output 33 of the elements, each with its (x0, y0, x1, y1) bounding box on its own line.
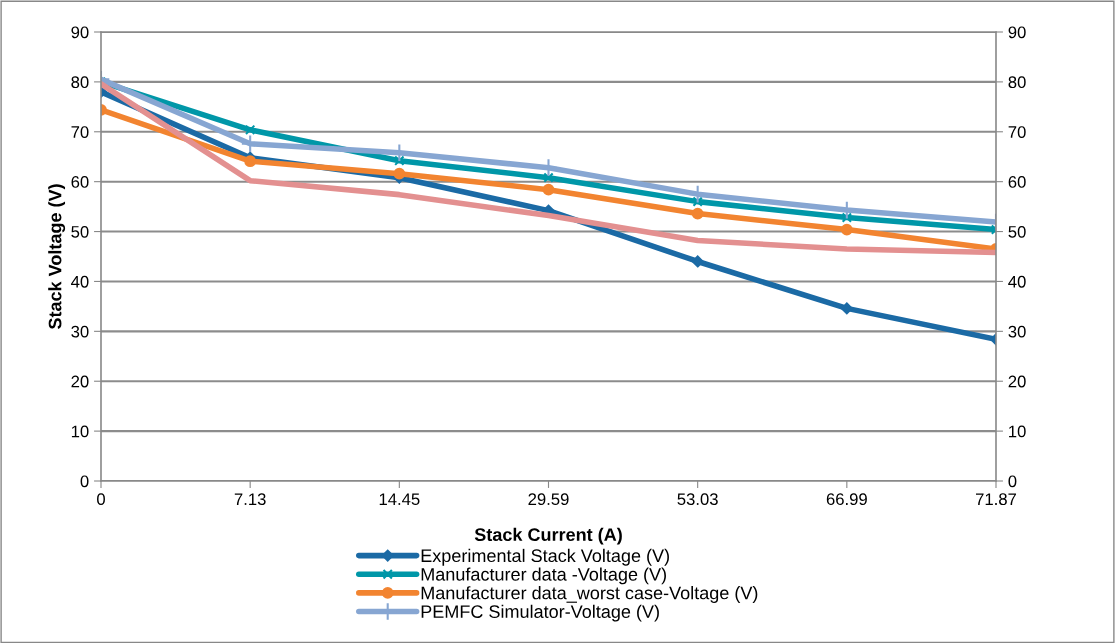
legend-label: Manufacturer data -Voltage (V) (421, 567, 666, 585)
x-tick-label: 66.99 (826, 493, 867, 506)
y2-tick-label: 90 (1008, 26, 1026, 39)
x-tick-label: 7.13 (234, 493, 266, 506)
x-tick-label: 71.87 (976, 493, 1017, 506)
y2-tick-label: 80 (1008, 76, 1026, 89)
y-tick-label: 10 (71, 425, 89, 438)
y-tick-label: 60 (71, 176, 89, 188)
y-tick-label: 0 (80, 475, 89, 488)
y-tick-label: 90 (71, 26, 89, 39)
legend-label: PEMFC Simulator-Voltage (V) (421, 604, 659, 622)
y-axis-title: Stack Voltage (V) (48, 184, 66, 330)
legend-label: Manufacturer data_worst case-Voltage (V) (421, 586, 758, 603)
x-tick-label: 14.45 (379, 493, 420, 506)
x-tick-label: 0 (97, 493, 105, 506)
y-tick-label: 70 (71, 126, 89, 138)
y2-tick-label: 50 (1008, 225, 1026, 238)
y-tick-label: 40 (71, 275, 89, 288)
x-axis-title: Stack Current (A) (474, 527, 622, 545)
y2-tick-label: 30 (1008, 325, 1026, 338)
y2-tick-label: 10 (1009, 425, 1026, 438)
y2-tick-label: 40 (1008, 275, 1026, 288)
y-tick-label: 20 (71, 375, 89, 388)
y-tick-label: 30 (71, 325, 89, 338)
y2-tick-label: 60 (1008, 176, 1026, 188)
y-tick-label: 80 (71, 76, 89, 89)
y2-tick-label: 20 (1008, 375, 1026, 388)
y2-tick-label: 70 (1008, 126, 1026, 138)
x-tick-label: 29.59 (528, 493, 569, 506)
y2-tick-label: 0 (1008, 475, 1017, 488)
y-tick-label: 50 (71, 225, 89, 238)
legend-label: Experimental Stack Voltage (V) (421, 548, 669, 566)
x-tick-label: 53.03 (677, 493, 718, 506)
